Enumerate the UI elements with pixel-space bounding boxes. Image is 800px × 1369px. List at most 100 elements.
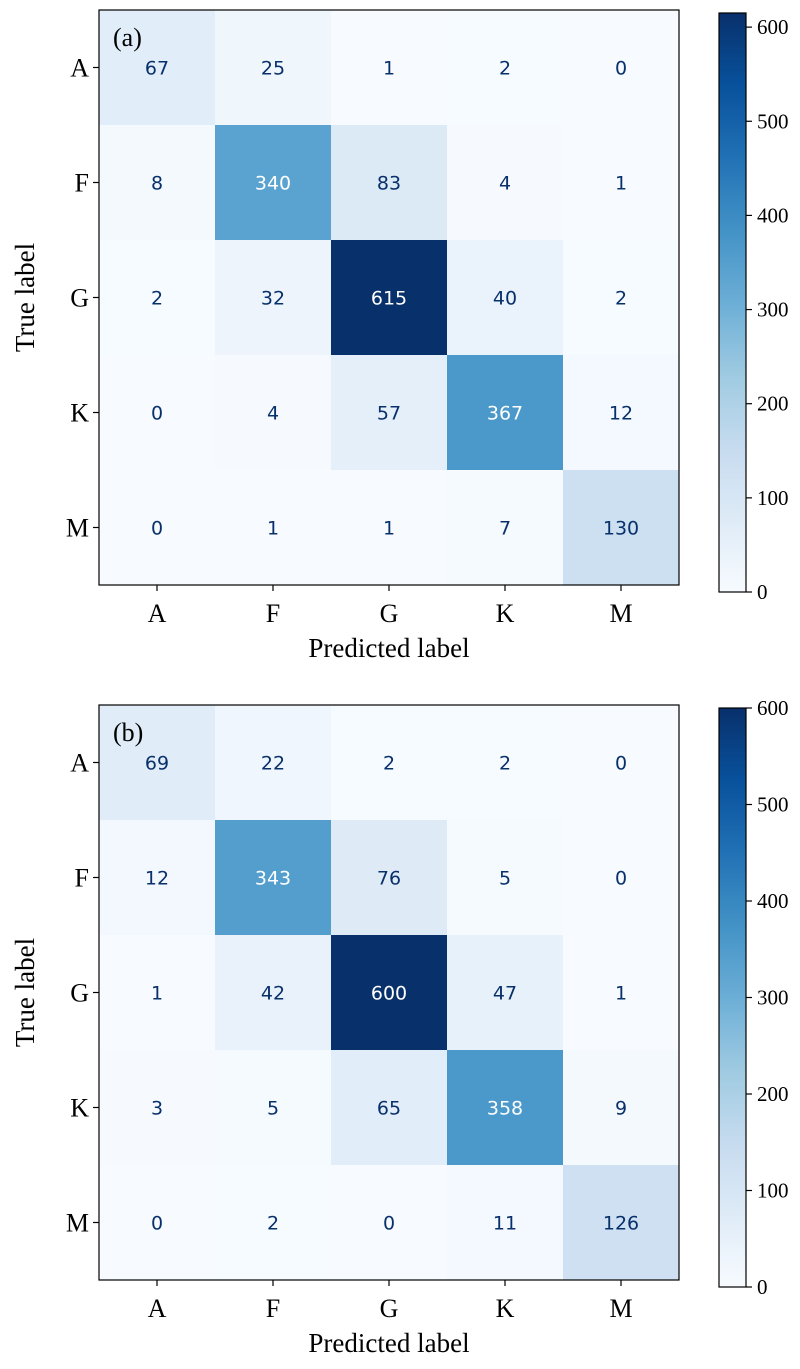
cell-value-label: 57 xyxy=(377,403,401,425)
x-tick-label: M xyxy=(609,599,632,628)
heatmap-cell xyxy=(447,125,564,241)
heatmap-cell xyxy=(215,935,332,1051)
heatmap-cell xyxy=(331,935,448,1051)
cell-value-label: 0 xyxy=(151,403,163,425)
cell-value-label: 1 xyxy=(615,173,627,195)
y-tick-label: M xyxy=(66,1209,89,1238)
cell-value-label: 126 xyxy=(603,1213,639,1235)
y-tick-label: F xyxy=(75,864,89,893)
heatmap-cell xyxy=(447,820,564,936)
y-tick-label: K xyxy=(70,399,89,428)
cell-value-label: 8 xyxy=(151,173,163,195)
heatmap-cell xyxy=(99,470,216,586)
cell-value-label: 2 xyxy=(615,288,627,310)
colorbar-tick-label: 300 xyxy=(757,986,789,1010)
cell-value-label: 343 xyxy=(255,868,291,890)
heatmap-cell xyxy=(447,1165,564,1281)
heatmap-cell xyxy=(447,240,564,356)
heatmap-cell xyxy=(215,1050,332,1166)
heatmap-cell xyxy=(563,10,680,126)
x-axis-title: Predicted label xyxy=(308,1328,469,1358)
cell-value-label: 40 xyxy=(493,288,517,310)
heatmap-cell xyxy=(563,935,680,1051)
heatmap-cell xyxy=(99,1165,216,1281)
heatmap-cell xyxy=(331,240,448,356)
heatmap-cell xyxy=(215,705,332,821)
colorbar-tick-label: 200 xyxy=(757,1082,789,1106)
cell-value-label: 4 xyxy=(499,173,511,195)
panel-label: (a) xyxy=(113,23,142,52)
heatmap-cell xyxy=(563,1165,680,1281)
colorbar-tick-label: 500 xyxy=(757,793,789,817)
colorbar-tick-label: 600 xyxy=(757,696,789,720)
x-tick-label: G xyxy=(380,599,399,628)
cell-value-label: 1 xyxy=(151,983,163,1005)
cell-value-label: 340 xyxy=(255,173,291,195)
heatmap-cell xyxy=(99,1050,216,1166)
x-tick-label: G xyxy=(380,1294,399,1323)
cell-value-label: 0 xyxy=(151,1213,163,1235)
cell-value-label: 1 xyxy=(383,518,395,540)
y-axis-title: True label xyxy=(10,243,40,352)
confusion-matrix-panel-2: 69 22 2 2 012 343 76 5 01 42 600 47 13 5 65 358 90 2 0 11 12… xyxy=(10,696,789,1358)
y-tick-label: M xyxy=(66,514,89,543)
heatmap-cell xyxy=(331,355,448,471)
heatmap-cell xyxy=(99,125,216,241)
y-tick-label: F xyxy=(75,169,89,198)
heatmap-cell xyxy=(215,125,332,241)
heatmap-cell xyxy=(215,240,332,356)
panel-label: (b) xyxy=(113,718,143,747)
cell-value-label: 22 xyxy=(261,753,285,775)
heatmap-cell xyxy=(563,355,680,471)
heatmap-cell xyxy=(99,820,216,936)
y-tick-label: K xyxy=(70,1094,89,1123)
heatmap-cell xyxy=(331,470,448,586)
cell-value-label: 7 xyxy=(499,518,511,540)
cell-value-label: 0 xyxy=(383,1213,395,1235)
cell-value-label: 9 xyxy=(615,1098,627,1120)
colorbar-tick-label: 300 xyxy=(757,298,789,322)
heatmap-cell xyxy=(563,125,680,241)
cell-value-label: 12 xyxy=(145,868,169,890)
cell-value-label: 47 xyxy=(493,983,517,1005)
colorbar-tick-label: 600 xyxy=(757,15,789,39)
x-tick-label: A xyxy=(148,1294,167,1323)
heatmap-cell xyxy=(331,1050,448,1166)
cell-value-label: 600 xyxy=(371,983,407,1005)
colorbar-tick-label: 500 xyxy=(757,109,789,133)
heatmap-cell xyxy=(215,1165,332,1281)
cell-value-label: 25 xyxy=(261,58,285,80)
colorbar xyxy=(718,12,747,593)
heatmap-cell xyxy=(99,705,216,821)
heatmap-cell xyxy=(99,10,216,126)
heatmap-cell xyxy=(215,10,332,126)
y-tick-label: G xyxy=(70,284,89,313)
cell-value-label: 0 xyxy=(615,753,627,775)
x-tick-label: K xyxy=(496,599,515,628)
cell-value-label: 0 xyxy=(615,58,627,80)
cell-value-label: 42 xyxy=(261,983,285,1005)
heatmap-cell xyxy=(331,10,448,126)
cell-value-label: 2 xyxy=(499,753,511,775)
y-tick-label: A xyxy=(70,749,89,778)
heatmap-cell xyxy=(331,820,448,936)
y-tick-label: G xyxy=(70,979,89,1008)
heatmap-cell xyxy=(563,240,680,356)
heatmap-cell xyxy=(331,705,448,821)
heatmap-cell xyxy=(99,935,216,1051)
x-tick-label: A xyxy=(148,599,167,628)
x-tick-label: F xyxy=(266,599,280,628)
cell-value-label: 1 xyxy=(383,58,395,80)
colorbar-tick-label: 0 xyxy=(757,1275,768,1299)
y-axis-title: True label xyxy=(10,938,40,1047)
cell-value-label: 4 xyxy=(267,403,279,425)
cell-value-label: 367 xyxy=(487,403,523,425)
colorbar-tick-label: 200 xyxy=(757,392,789,416)
heatmap-cell xyxy=(563,705,680,821)
cell-value-label: 2 xyxy=(267,1213,279,1235)
heatmap-cell xyxy=(447,705,564,821)
cell-value-label: 65 xyxy=(377,1098,401,1120)
heatmap-cell xyxy=(447,10,564,126)
cell-value-label: 12 xyxy=(609,403,633,425)
